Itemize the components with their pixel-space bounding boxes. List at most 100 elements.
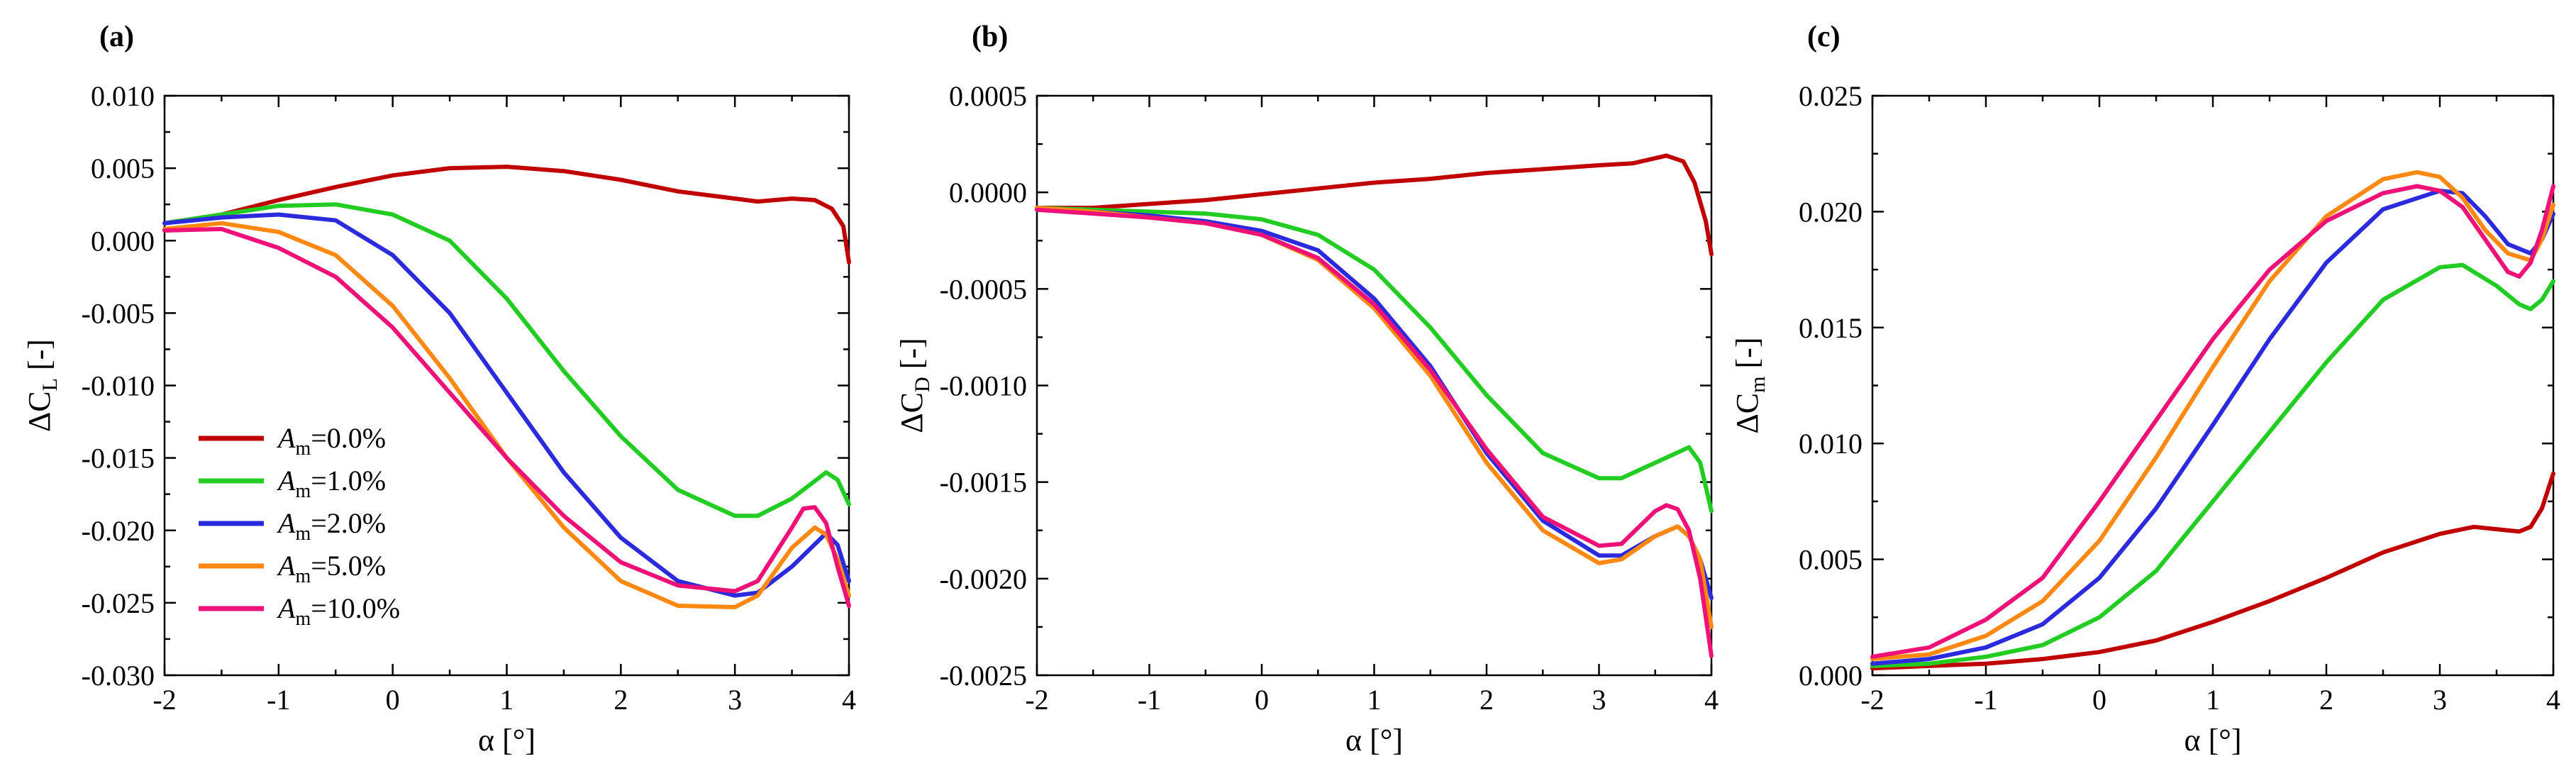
panel-b-series-1 [1035, 206, 1714, 514]
panel-c-ytick-label: 0.000 [1799, 660, 1862, 692]
panel-c-series-2 [1870, 189, 2555, 666]
panel-c-ylabel: ΔCm [-] [1730, 338, 1770, 434]
panel-c-xtick-label: -1 [1974, 684, 1997, 716]
panel-c-xtick-label: 0 [2092, 684, 2106, 716]
legend-value: =5.0% [311, 550, 386, 582]
panel-a-series-1 [162, 202, 851, 518]
legend-symbol: A [276, 592, 296, 624]
panel-c-frame [1871, 94, 2555, 677]
panel-b-ytick-label: 0.0000 [949, 177, 1027, 209]
panel-a-series-3 [162, 221, 851, 609]
panel-c-ylabel-main: ΔC [1730, 393, 1765, 434]
legend-symbol: A [276, 465, 296, 497]
panel-b-ytick-label: 0.0005 [949, 80, 1027, 112]
legend-entry: Am=1.0% [276, 465, 386, 502]
legend-sub: m [295, 480, 311, 502]
panel-b-ytick-label: -0.0015 [940, 467, 1027, 499]
panel-a-ytick-label: -0.020 [82, 515, 155, 547]
panel-b-xtick-label: 0 [1255, 684, 1269, 716]
panel-c-xtick-label: -2 [1860, 684, 1884, 716]
panel-a: (a) -2 -1 0 1 2 3 4 -0.030 -0.025 -0.020 -0.015 -0.0… [22, 21, 856, 758]
panel-c-ytick-label: 0.010 [1799, 428, 1862, 460]
panel-a-xtick-label: 1 [500, 684, 514, 716]
panel-a-xtick-label: 2 [614, 684, 628, 716]
panel-c-xtick-label: 4 [2546, 684, 2560, 716]
panel-a-ytick-label: 0.005 [91, 152, 155, 184]
panel-b-xlabel: α [°] [1345, 723, 1403, 758]
panel-c-ytick-label: 0.015 [1799, 312, 1862, 344]
panel-a-ytick-label: 0.000 [91, 225, 155, 257]
legend-value: =10.0% [311, 592, 400, 624]
panel-c-ytick-label: 0.025 [1799, 80, 1862, 112]
panel-c-ytick-label: 0.020 [1799, 196, 1862, 228]
panel-b-xtick-label: 3 [1592, 684, 1606, 716]
panel-a-ylabel-unit: [-] [22, 339, 57, 378]
panel-b-label: (b) [972, 21, 1008, 53]
legend-symbol: A [276, 550, 296, 582]
panel-a-ylabel-main: ΔC [22, 391, 57, 432]
panel-b-xtick-label: 1 [1367, 684, 1382, 716]
legend-entry: Am=5.0% [276, 550, 386, 587]
panel-a-ylabel: ΔCL [-] [22, 339, 62, 432]
panel-b-ytick-label: -0.0025 [940, 660, 1027, 692]
panel-b-ylabel-main: ΔC [894, 392, 929, 433]
legend-value: =2.0% [311, 507, 386, 539]
panel-a-ytick-label: -0.005 [82, 297, 155, 329]
panel-c-ylabel-unit: [-] [1730, 338, 1765, 377]
panel-a-ylabel-sub: L [38, 378, 62, 391]
panel-a-ytick-label: -0.030 [82, 660, 155, 692]
panel-b-ytick-label: -0.0020 [940, 563, 1027, 595]
panel-c-xtick-label: 2 [2319, 684, 2333, 716]
legend-entry: Am=0.0% [276, 422, 386, 460]
panel-a-xtick-label: -1 [267, 684, 290, 716]
panel-c-ylabel-sub: m [1746, 376, 1770, 392]
panel-a-label: (a) [99, 21, 134, 53]
panel-c-series-4 [1870, 184, 2555, 659]
panel-b-xtick-label: -2 [1025, 684, 1048, 716]
panel-a-series-4 [162, 226, 851, 608]
panel-a-xtick-label: 3 [728, 684, 742, 716]
panel-b: (b) -2 -1 0 1 2 3 4 -0.0025 -0.0020 -0.0015 -0.0010… [894, 21, 1719, 758]
panel-a-xtick-label: 0 [386, 684, 400, 716]
panel-a-xtick-label: -2 [152, 684, 176, 716]
panel-b-ytick-label: -0.0010 [940, 370, 1027, 402]
panel-a-series-0 [162, 165, 851, 265]
panel-c-xtick-label: 3 [2433, 684, 2447, 716]
panel-b-series-2 [1035, 206, 1714, 601]
legend: Am=0.0%Am=1.0%Am=2.0%Am=5.0%Am=10.0% [199, 422, 400, 630]
panel-c-label: (c) [1807, 21, 1841, 53]
panel-a-xlabel: α [°] [478, 723, 535, 758]
panel-c-series-0 [1870, 471, 2555, 671]
panel-c-xtick-label: 1 [2206, 684, 2220, 716]
panel-b-ytick-label: -0.0005 [940, 273, 1027, 305]
panel-a-ytick-label: 0.010 [91, 80, 155, 112]
legend-sub: m [295, 608, 311, 630]
panel-a-ytick-label: -0.025 [82, 587, 155, 619]
legend-value: =1.0% [311, 465, 386, 497]
panel-c-series-3 [1870, 170, 2555, 662]
legend-symbol: A [276, 422, 296, 454]
legend-sub: m [295, 523, 311, 545]
legend-value: =0.0% [311, 422, 386, 454]
legend-symbol: A [276, 507, 296, 539]
panel-b-xtick-label: -1 [1138, 684, 1161, 716]
panel-b-ylabel: ΔCD [-] [894, 338, 934, 433]
panel-c-ytick-label: 0.005 [1799, 544, 1862, 576]
panel-a-xtick-label: 4 [842, 684, 856, 716]
panel-b-series-4 [1035, 207, 1714, 658]
panel-a-ytick-label: -0.010 [82, 370, 155, 402]
legend-entry: Am=2.0% [276, 507, 386, 545]
panel-b-xtick-label: 4 [1704, 684, 1719, 716]
panel-c-xlabel: α [°] [2184, 723, 2242, 758]
panel-a-series-2 [162, 212, 851, 598]
panel-b-xtick-label: 2 [1479, 684, 1494, 716]
panel-c: (c) -2 -1 0 1 2 3 4 0.000 0.005 0.010 0.015 0.020 0.0… [1730, 21, 2560, 758]
panel-b-series-0 [1035, 153, 1714, 257]
legend-entry: Am=10.0% [276, 592, 400, 630]
panel-a-ytick-label: -0.015 [82, 443, 155, 475]
legend-sub: m [295, 438, 311, 460]
legend-sub: m [295, 565, 311, 587]
panel-b-ylabel-sub: D [911, 377, 934, 392]
panel-b-ylabel-unit: [-] [894, 338, 929, 377]
